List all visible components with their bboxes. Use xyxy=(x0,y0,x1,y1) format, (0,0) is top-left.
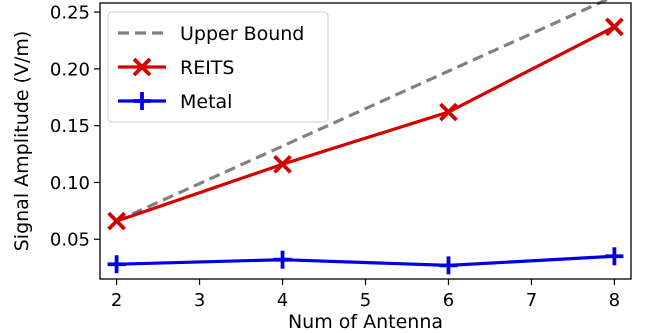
series-reits xyxy=(107,17,624,231)
x-tick-label: 3 xyxy=(194,290,205,311)
data-point xyxy=(273,250,292,269)
data-point xyxy=(107,211,126,231)
x-axis: 2 3 4 5 6 7 8 xyxy=(111,279,620,311)
x-tick-label: 7 xyxy=(526,290,537,311)
legend: Upper Bound REITS Metal xyxy=(107,11,329,123)
y-axis-label: Signal Amplitude (V/m) xyxy=(11,31,33,252)
series-line xyxy=(115,0,610,223)
y-axis: 0.05 0.10 0.15 0.20 0.25 xyxy=(50,3,100,251)
legend-entry: Metal xyxy=(118,91,232,113)
legend-label: Metal xyxy=(180,91,232,113)
series-metal xyxy=(107,247,624,275)
series-layer xyxy=(107,0,624,275)
x-axis-label: Num of Antenna xyxy=(288,311,443,333)
data-point xyxy=(605,247,624,266)
data-point xyxy=(605,17,624,37)
data-point xyxy=(439,102,458,122)
x-tick-label: 4 xyxy=(277,290,288,311)
x-tick-label: 2 xyxy=(111,290,122,311)
series-line xyxy=(116,254,615,267)
x-tick-label: 5 xyxy=(360,290,371,311)
data-point xyxy=(107,255,126,274)
legend-label: REITS xyxy=(180,57,234,79)
legend-entry: Upper Bound xyxy=(118,23,304,45)
series-upper-bound xyxy=(115,0,610,223)
series-line xyxy=(116,25,616,223)
y-tick-label: 0.05 xyxy=(50,230,90,251)
legend-label: Upper Bound xyxy=(180,23,304,45)
x-tick-label: 8 xyxy=(609,290,620,311)
y-tick-label: 0.10 xyxy=(50,173,90,194)
y-tick-label: 0.15 xyxy=(50,116,90,137)
y-tick-label: 0.25 xyxy=(50,3,90,24)
data-point xyxy=(273,154,292,174)
y-tick-label: 0.20 xyxy=(50,59,90,80)
legend-entry: REITS xyxy=(118,57,234,79)
data-point xyxy=(439,256,458,275)
legend-box xyxy=(107,11,329,123)
x-tick-label: 6 xyxy=(443,290,454,311)
